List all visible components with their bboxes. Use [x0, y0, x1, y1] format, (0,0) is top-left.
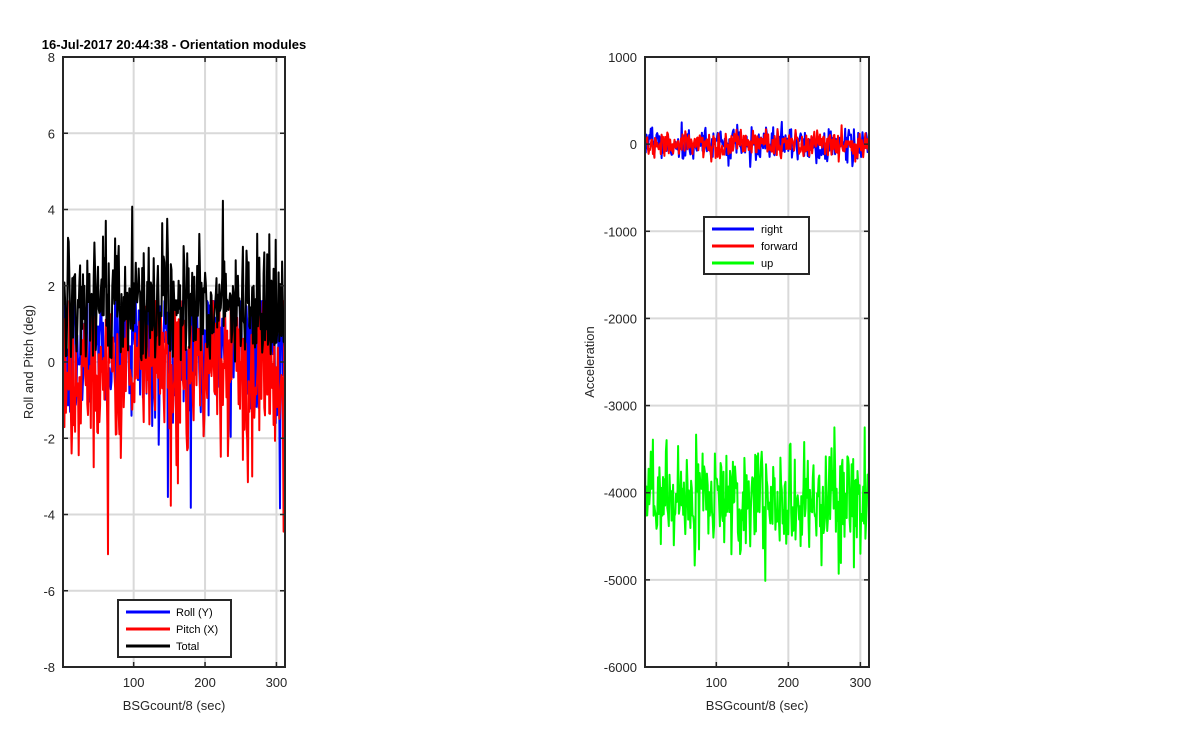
- orientation-axes: 100 200 300 -8 -6 -4 -2 0 2 4 6 8 16-Jul-2017 20:44…: [21, 37, 306, 713]
- x-tick-label: 200: [777, 675, 799, 690]
- chart-title: 16-Jul-2017 20:44:38 - Orientation modul…: [42, 37, 306, 52]
- x-tick-label: 300: [266, 675, 288, 690]
- y-axis-label: Roll and Pitch (deg): [21, 305, 36, 419]
- y-tick-label: 6: [48, 126, 55, 141]
- legend-entry: Pitch (X): [176, 624, 218, 636]
- series-line-pitch-x: [62, 300, 286, 556]
- y-tick-label: 1000: [608, 50, 637, 65]
- y-tick-label: -4000: [604, 486, 637, 501]
- series-lines: [62, 199, 286, 556]
- y-tick-label: 0: [630, 137, 637, 152]
- y-tick-label: 8: [48, 50, 55, 65]
- y-tick-label: -2: [43, 431, 55, 446]
- series-line-total: [62, 199, 286, 363]
- y-tick-label: -2000: [604, 311, 637, 326]
- tick-labels: 100 200 300 -8 -6 -4 -2 0 2 4 6 8: [43, 50, 287, 690]
- y-tick-label: 0: [48, 355, 55, 370]
- axes-box: [644, 56, 870, 668]
- series-lines: [644, 120, 870, 582]
- series-line-up: [644, 426, 870, 582]
- y-tick-label: -8: [43, 660, 55, 675]
- legend-entry: Roll (Y): [176, 607, 213, 619]
- legend-entry: Total: [176, 641, 199, 653]
- series-line-forward: [644, 124, 870, 163]
- y-axis-label: Acceleration: [582, 326, 597, 398]
- acceleration-axes: 100 200 300 -6000 -5000 -4000 -3000 -2000 -1000 0…: [582, 50, 871, 713]
- y-tick-label: -4: [43, 508, 55, 523]
- tick-labels: 100 200 300 -6000 -5000 -4000 -3000 -2000 -1000 0…: [604, 50, 871, 690]
- x-tick-label: 300: [850, 675, 872, 690]
- y-tick-label: 4: [48, 203, 55, 218]
- legend-entry: forward: [761, 241, 798, 253]
- x-tick-label: 100: [123, 675, 145, 690]
- y-tick-label: -1000: [604, 224, 637, 239]
- y-tick-label: -6: [43, 584, 55, 599]
- x-axis-label: BSGcount/8 (sec): [706, 698, 809, 713]
- y-tick-label: -3000: [604, 399, 637, 414]
- x-tick-label: 100: [705, 675, 727, 690]
- tick-marks: [63, 56, 285, 668]
- y-tick-label: -5000: [604, 573, 637, 588]
- tick-marks: [645, 56, 869, 668]
- legend: Roll (Y) Pitch (X) Total: [117, 599, 232, 658]
- y-tick-label: 2: [48, 279, 55, 294]
- legend-entry: up: [761, 258, 773, 270]
- legend: right forward up: [703, 216, 810, 275]
- legend-entry: right: [761, 224, 782, 236]
- y-tick-label: -6000: [604, 660, 637, 675]
- x-tick-label: 200: [194, 675, 216, 690]
- x-axis-label: BSGcount/8 (sec): [123, 698, 226, 713]
